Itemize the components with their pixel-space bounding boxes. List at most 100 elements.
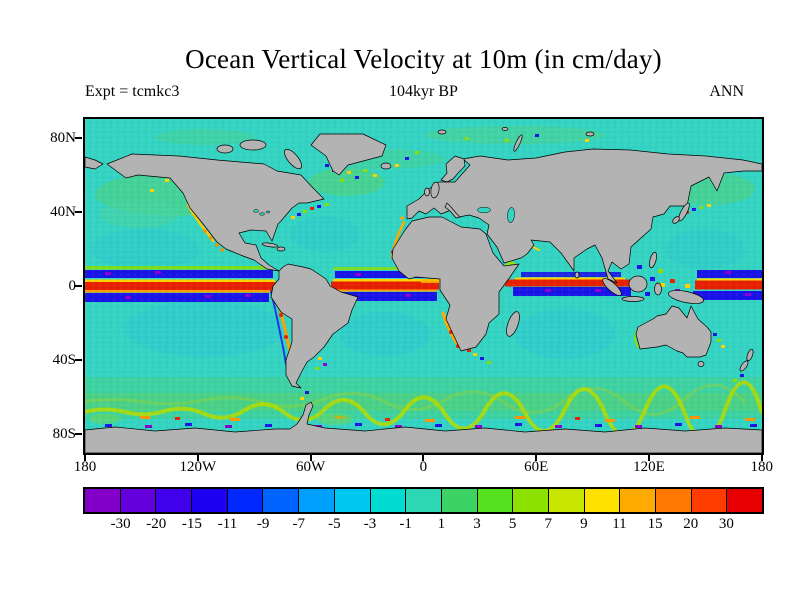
colorbar-tick-label: -11: [217, 516, 238, 532]
great-lake-3: [265, 210, 271, 214]
colorbar-segment-5: [263, 489, 300, 512]
colorbar-segment-4: [227, 489, 264, 512]
colorbar-segment-18: [727, 489, 763, 512]
colorbar-segment-1: [120, 489, 157, 512]
colorbar-segment-16: [656, 489, 692, 512]
sumatra: [602, 278, 622, 296]
caspian-sea: [507, 207, 515, 223]
colorbar-tick-label: -9: [256, 516, 270, 532]
x-axis-tick: [648, 455, 650, 461]
x-axis-tick: [196, 455, 199, 461]
hispaniola: [276, 246, 286, 252]
x-axis-label: 180: [750, 459, 774, 475]
season-label: ANN: [709, 83, 744, 100]
colorbar-tick-label: -5: [328, 516, 341, 532]
cuba: [261, 242, 279, 248]
north-america: [106, 153, 325, 272]
y-axis-tick: [75, 285, 82, 287]
new-zealand-north: [746, 348, 754, 362]
colorbar-tick-label: 1: [437, 516, 446, 532]
japan-south: [672, 216, 680, 224]
java: [621, 296, 645, 302]
y-axis-tick: [75, 433, 82, 436]
x-axis-tick: [84, 455, 86, 461]
madagascar: [506, 311, 520, 337]
x-axis-label: 0: [419, 459, 428, 475]
sulawesi: [654, 282, 662, 296]
landmasses: [85, 127, 762, 453]
africa: [391, 216, 520, 352]
new-zealand-south: [739, 360, 749, 372]
colorbar-segment-8: [370, 489, 407, 512]
franz-josef-land: [501, 127, 509, 131]
sri-lanka: [574, 271, 580, 279]
colorbar-segment-17: [691, 489, 728, 512]
new-guinea: [668, 290, 704, 304]
iceland: [380, 162, 392, 170]
colorbar: [83, 487, 764, 514]
colorbar-tick-label: 9: [580, 516, 588, 532]
antarctica: [85, 401, 762, 453]
x-axis-tick: [535, 455, 538, 461]
x-axis-tick: [760, 455, 763, 461]
colorbar-tick-label: 15: [647, 516, 663, 532]
y-axis-label: 80S: [52, 426, 76, 443]
colorbar-segment-7: [334, 489, 371, 512]
world-map-plot: [85, 119, 762, 453]
y-axis-label: 40S: [52, 352, 76, 369]
colorbar-tick-label: -3: [363, 516, 377, 532]
y-axis-tick: [75, 210, 82, 213]
tasmania: [697, 361, 705, 367]
colorbar-segment-3: [192, 489, 228, 512]
eurasia: [406, 148, 762, 284]
japan: [678, 202, 690, 222]
svalbard: [437, 129, 447, 135]
colorbar-tick-label: 20: [683, 516, 699, 532]
y-axis-tick: [75, 136, 82, 139]
plot-title: Ocean Vertical Velocity at 10m (in cm/da…: [185, 44, 662, 74]
colorbar-tick-label: -30: [110, 516, 131, 532]
colorbar-tick-label: 7: [544, 516, 552, 532]
colorbar-segment-0: [85, 489, 121, 512]
x-axis-label: 180: [73, 459, 97, 475]
scandinavia: [440, 155, 466, 183]
x-axis-tick: [422, 455, 425, 461]
x-axis-label: 120W: [179, 459, 217, 475]
colorbar-tick-label: 5: [508, 516, 517, 532]
colorbar-segment-15: [620, 489, 656, 512]
borneo: [628, 275, 648, 293]
inland-seas: [253, 206, 515, 223]
colorbar-segment-10: [441, 489, 478, 512]
experiment-label: Expt = tcmkc3: [85, 83, 180, 100]
colorbar-tick-label: 3: [473, 516, 481, 532]
x-axis-tick: [309, 455, 312, 461]
colorbar-segment-9: [406, 489, 442, 512]
colorbar-segment-12: [513, 489, 549, 512]
australia: [635, 305, 712, 358]
colorbar-tick-label: -15: [181, 516, 202, 532]
canadian-arctic-1: [239, 139, 267, 151]
ireland: [424, 187, 430, 197]
y-axis-label: 40N: [50, 203, 76, 220]
x-axis-label: 120E: [633, 459, 665, 475]
colorbar-segment-6: [299, 489, 335, 512]
y-axis-label: 0: [68, 278, 77, 294]
colorbar-tick-label: 11: [612, 516, 627, 532]
colorbar-segment-13: [548, 489, 585, 512]
time-label: 104kyr BP: [389, 83, 458, 100]
novaya-zemlya: [513, 134, 523, 152]
colorbar-tick-label: -1: [399, 516, 412, 532]
severnaya-zemlya: [585, 131, 595, 137]
colorbar-segment-2: [156, 489, 193, 512]
y-axis-tick: [75, 359, 82, 362]
colorbar-segment-11: [477, 489, 514, 512]
x-axis-label: 60W: [296, 459, 326, 475]
canadian-arctic-2: [216, 144, 234, 154]
colorbar-tick-label: -20: [146, 516, 167, 532]
colorbar-segment-14: [584, 489, 621, 512]
baffin-island: [284, 148, 302, 170]
colorbar-tick-label: 30: [718, 516, 734, 532]
colorbar-tick-label: -7: [292, 516, 306, 532]
philippines: [649, 251, 657, 269]
